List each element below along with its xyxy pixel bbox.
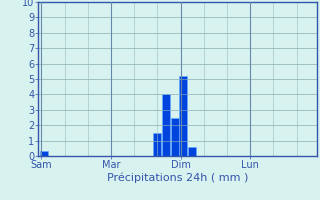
X-axis label: Précipitations 24h ( mm ): Précipitations 24h ( mm ) (107, 173, 248, 183)
Bar (40, 151, 48, 156)
Bar (171, 117, 179, 156)
Bar (162, 94, 170, 156)
Bar (188, 147, 196, 156)
Bar (179, 76, 188, 156)
Bar (153, 133, 161, 156)
